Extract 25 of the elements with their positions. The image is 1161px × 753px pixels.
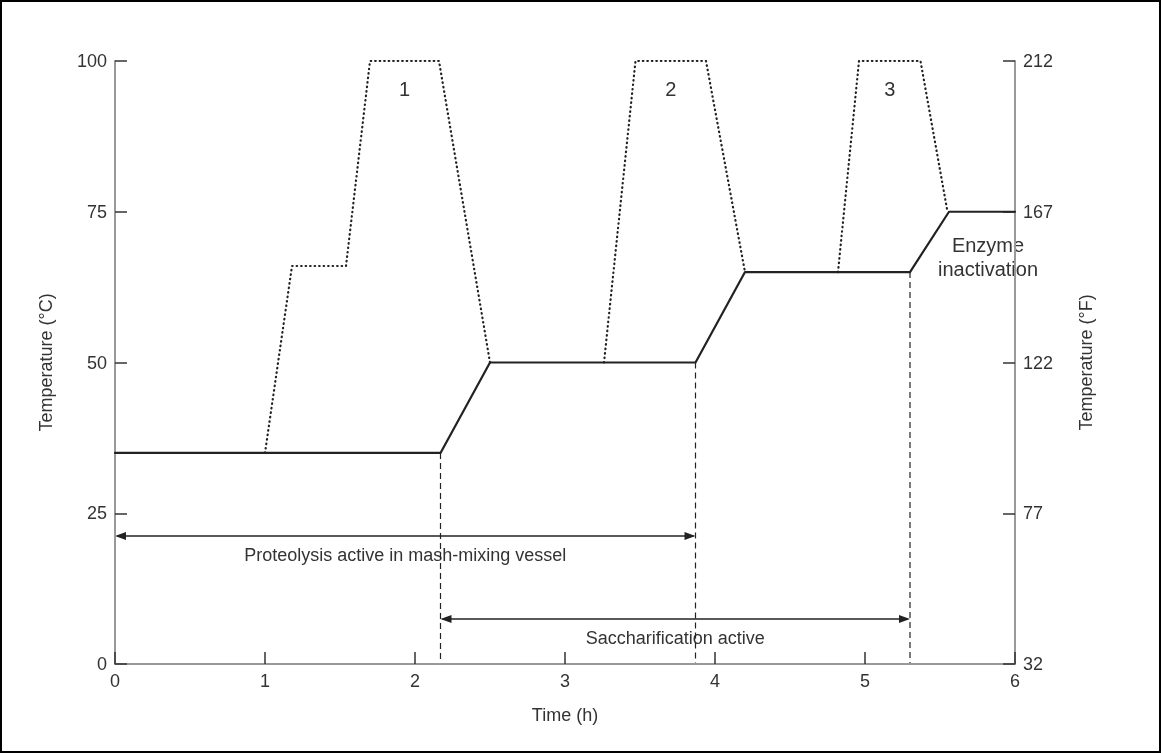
y-tick-label: 75 [86, 201, 107, 222]
y2-tick-label: 77 [1023, 503, 1044, 524]
annotation: 2 [665, 78, 677, 100]
x-tick-label: 2 [409, 671, 421, 691]
x-tick-label: 5 [859, 671, 871, 691]
x-tick-label: 3 [559, 671, 571, 691]
x-tick-label: 4 [709, 671, 721, 691]
y-tick-label: 25 [86, 503, 107, 524]
x-tick-label: 1 [259, 671, 271, 691]
y2-tick-label: 167 [1023, 201, 1054, 222]
annotation: 3 [884, 78, 896, 100]
x-tick-label: 6 [1009, 671, 1021, 691]
y-tick-label: 50 [86, 352, 107, 373]
y2-tick-label: 122 [1023, 352, 1054, 373]
y-tick-label: 0 [96, 654, 107, 674]
y2-tick-label: 212 [1023, 51, 1054, 71]
y-axis-title: Temperature (°C) [36, 293, 56, 432]
x-tick-label: 0 [109, 671, 121, 691]
x-axis-title: Time (h) [531, 705, 599, 725]
annotation: Proteolysis active in mash-mixing vessel [244, 545, 567, 565]
y-tick-label: 100 [76, 51, 107, 71]
y2-axis-title: Temperature (°F) [1076, 294, 1096, 431]
annotation: 1 [398, 78, 411, 100]
y2-tick-label: 32 [1023, 654, 1044, 674]
annotation: Saccharification active [585, 628, 765, 648]
